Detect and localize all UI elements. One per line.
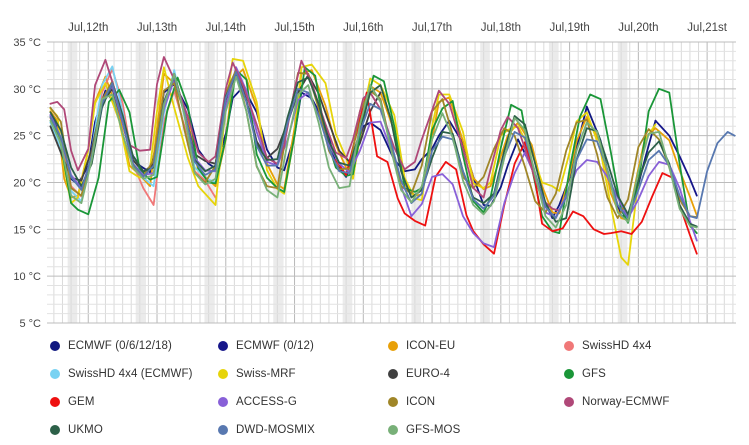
legend-swatch: [50, 425, 60, 435]
legend-label: ECMWF (0/6/12/18): [68, 340, 172, 352]
series-line-gfs-mos: [49, 72, 698, 229]
legend-swatch: [388, 397, 398, 407]
legend-item[interactable]: EURO-4: [388, 364, 450, 384]
legend-item[interactable]: ICON-EU: [388, 336, 455, 356]
legend-swatch: [388, 341, 398, 351]
legend-swatch: [218, 369, 228, 379]
series-line-ecmwf-0-12: [654, 119, 698, 197]
legend-label: GFS-MOS: [406, 424, 461, 436]
legend-label: ACCESS-G: [236, 396, 297, 408]
legend-label: SwissHD 4x4: [582, 340, 652, 352]
x-tick-label: Jul,13th: [137, 22, 177, 34]
legend-label: Swiss-MRF: [236, 368, 296, 380]
legend-item[interactable]: Norway-ECMWF: [564, 392, 669, 412]
axis-tick-labels: 5 °C 10 °C 15 °C 20 °C 25 °C 30 °C 35 °C Jul,12…: [13, 22, 727, 330]
legend-swatch: [388, 369, 398, 379]
legend-label: GEM: [68, 396, 95, 408]
legend-item[interactable]: UKMO: [50, 420, 103, 440]
legend-label: ICON-EU: [406, 340, 456, 352]
legend-swatch: [564, 341, 574, 351]
legend-label: ICON: [406, 396, 436, 408]
legend-item[interactable]: ECMWF (0/12): [218, 336, 314, 356]
y-tick-label: 30 °C: [13, 84, 41, 96]
legend-label: DWD-MOSMIX: [236, 424, 315, 436]
legend-swatch: [564, 397, 574, 407]
legend-swatch: [218, 425, 228, 435]
legend-label: GFS: [582, 368, 606, 380]
legend-item[interactable]: ACCESS-G: [218, 392, 297, 412]
legend-swatch: [218, 341, 228, 351]
legend-item[interactable]: ECMWF (0/6/12/18): [50, 336, 172, 356]
x-tick-label: Jul,20th: [618, 22, 658, 34]
x-tick-label: Jul,15th: [274, 22, 314, 34]
legend-swatch: [218, 397, 228, 407]
x-tick-label: Jul,17th: [412, 22, 452, 34]
legend-label: UKMO: [68, 424, 103, 436]
legend-swatch: [50, 341, 60, 351]
legend-item[interactable]: Swiss-MRF: [218, 364, 296, 384]
legend-item[interactable]: SwissHD 4x4: [564, 336, 651, 356]
legend-item[interactable]: GEM: [50, 392, 95, 412]
legend-label: ECMWF (0/12): [236, 340, 314, 352]
x-tick-label: Jul,16th: [343, 22, 383, 34]
legend-label: Norway-ECMWF: [582, 396, 670, 408]
series-lines: [49, 56, 736, 266]
y-tick-label: 20 °C: [13, 178, 41, 190]
x-tick-label: Jul,12th: [68, 22, 108, 34]
legend-item[interactable]: ICON: [388, 392, 435, 412]
x-tick-label: Jul,18th: [481, 22, 521, 34]
y-tick-label: 25 °C: [13, 131, 41, 143]
legend-label: EURO-4: [406, 368, 451, 380]
y-tick-label: 15 °C: [13, 224, 41, 236]
x-tick-label: Jul,21st: [687, 22, 727, 34]
series-line-gfs: [49, 66, 698, 235]
y-tick-label: 35 °C: [13, 37, 41, 49]
x-tick-label: Jul,19th: [549, 22, 589, 34]
x-tick-label: Jul,14th: [206, 22, 246, 34]
legend-item[interactable]: SwissHD 4x4 (ECMWF): [50, 364, 193, 384]
legend-swatch: [50, 369, 60, 379]
y-tick-label: 10 °C: [13, 271, 41, 283]
legend-swatch: [50, 397, 60, 407]
legend-swatch: [564, 369, 574, 379]
legend-item[interactable]: DWD-MOSMIX: [218, 420, 315, 440]
legend-item[interactable]: GFS: [564, 364, 606, 384]
legend-label: SwissHD 4x4 (ECMWF): [68, 368, 193, 380]
y-tick-label: 5 °C: [19, 318, 41, 330]
legend-item[interactable]: GFS-MOS: [388, 420, 460, 440]
legend-swatch: [388, 425, 398, 435]
